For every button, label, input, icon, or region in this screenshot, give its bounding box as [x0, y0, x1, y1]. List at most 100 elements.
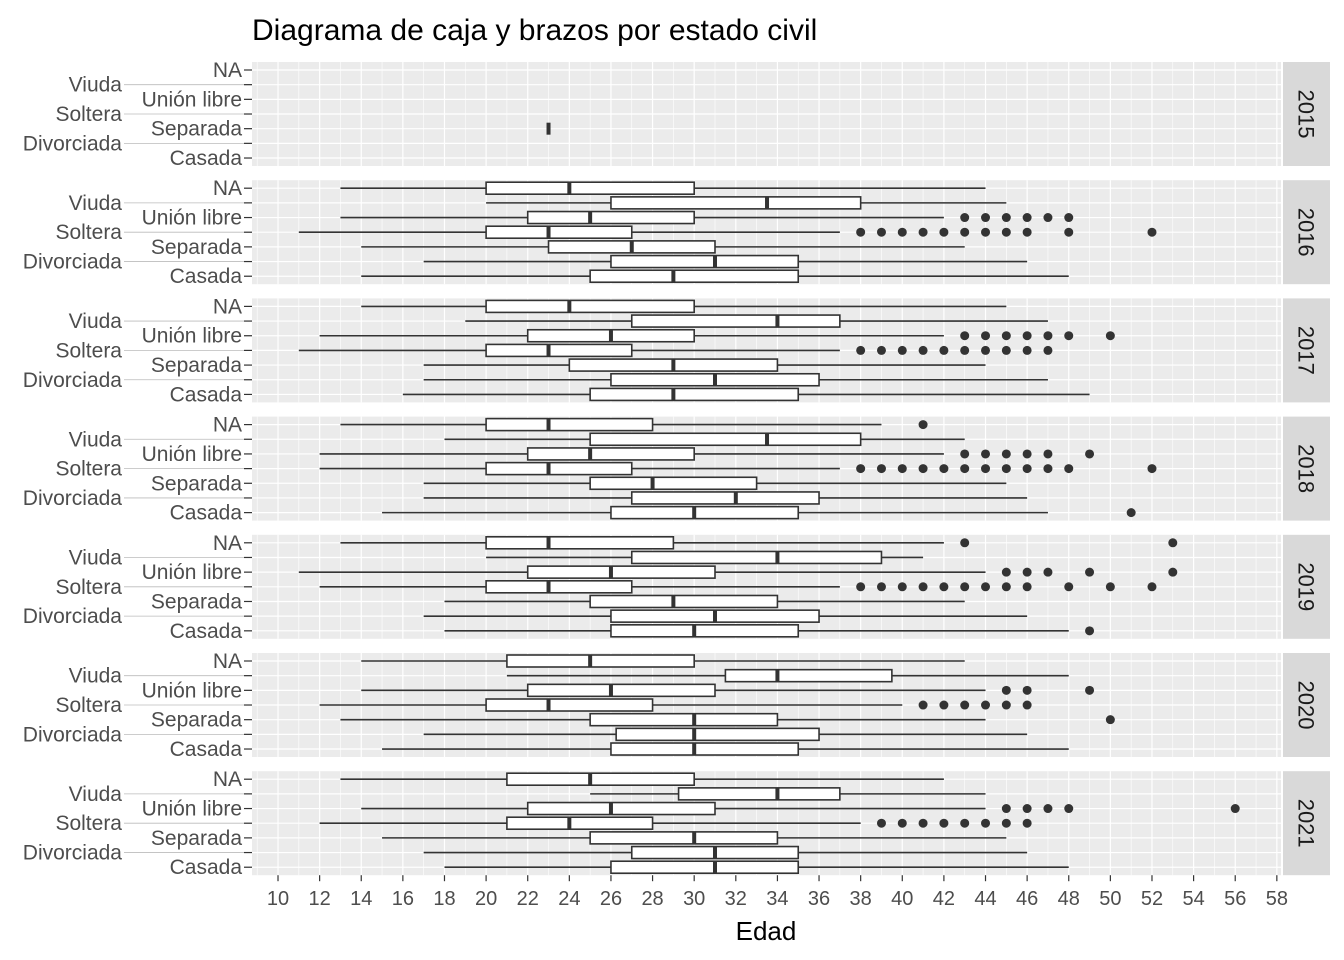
outlier-point	[1064, 582, 1074, 592]
box-casada	[361, 269, 1069, 284]
box-iqr	[485, 580, 633, 594]
facet-panel-2019: NA Viuda Unión libre Soltera Separada Divorci…	[23, 532, 1330, 643]
box-iqr	[610, 505, 800, 520]
outlier-point	[897, 818, 907, 828]
facet-strip	[1283, 534, 1330, 639]
box-iqr	[677, 787, 841, 801]
box-iqr	[526, 447, 695, 461]
box-unión-libre	[340, 210, 1074, 225]
y-tick-label: Separada	[151, 118, 242, 141]
facet-strip	[1283, 62, 1330, 166]
outlier-point	[1064, 213, 1074, 223]
outlier-point	[1064, 227, 1074, 237]
outlier-point	[1022, 582, 1032, 592]
y-tick-label: Casada	[170, 856, 243, 879]
box-casada	[402, 387, 1090, 402]
y-tick-label: Soltera	[55, 576, 122, 599]
box-divorciada	[423, 845, 1028, 860]
outlier-point	[1001, 213, 1011, 223]
y-tick-label: NA	[213, 650, 242, 673]
outlier-point	[1085, 567, 1095, 577]
box-iqr	[589, 269, 800, 284]
box-iqr	[526, 801, 716, 816]
box-unión-libre	[361, 801, 1240, 816]
x-tick-label: 16	[392, 888, 414, 910]
y-tick-label: NA	[213, 59, 242, 82]
facet-panel-2021: NA Viuda Unión libre Soltera Separada Divorci…	[23, 768, 1330, 879]
outlier-point	[960, 818, 970, 828]
box-unión-libre	[319, 328, 1115, 343]
outlier-point	[918, 420, 928, 430]
facet-strip-label: 2017	[1294, 326, 1319, 375]
y-tick-label: Viuda	[69, 310, 123, 333]
box-iqr	[506, 772, 695, 787]
y-tick-label: Viuda	[69, 783, 123, 806]
outlier-point	[939, 464, 949, 474]
y-tick-label: NA	[213, 414, 242, 437]
box-iqr	[485, 698, 654, 712]
outlier-point	[1001, 567, 1011, 577]
outlier-point	[1022, 213, 1032, 223]
outlier-point	[1022, 464, 1032, 474]
box-iqr	[630, 314, 841, 328]
box-soltera	[298, 225, 1157, 240]
x-tick-label: 14	[350, 888, 372, 910]
box-iqr	[589, 476, 758, 491]
box-iqr	[630, 491, 820, 505]
outlier-point	[960, 331, 970, 341]
box-iqr	[485, 535, 675, 550]
box-na	[340, 181, 986, 195]
outlier-point	[1085, 449, 1095, 459]
box-viuda	[506, 668, 1069, 683]
box-casada	[444, 624, 1095, 638]
y-tick-label: Casada	[170, 383, 243, 406]
outlier-point	[981, 331, 991, 341]
outlier-point	[981, 818, 991, 828]
y-tick-label: Soltera	[55, 103, 122, 126]
outlier-point	[856, 582, 866, 592]
box-iqr	[610, 196, 862, 210]
box-unión-libre	[361, 683, 1095, 698]
outlier-point	[1001, 331, 1011, 341]
y-tick-label: NA	[213, 295, 242, 318]
outlier-point	[856, 227, 866, 237]
box-divorciada	[423, 372, 1048, 387]
box-viuda	[590, 787, 986, 801]
outlier-point	[939, 345, 949, 355]
outlier-point	[1001, 804, 1011, 814]
outlier-point	[1022, 818, 1032, 828]
facet-strip	[1283, 416, 1330, 521]
outlier-point	[981, 464, 991, 474]
box-na	[361, 299, 1007, 314]
box-iqr	[485, 461, 633, 476]
outlier-point	[1001, 582, 1011, 592]
x-tick-label: 52	[1141, 888, 1163, 910]
outlier-point	[1022, 567, 1032, 577]
x-tick-label: 36	[808, 888, 830, 910]
y-tick-label: Soltera	[55, 339, 122, 362]
outlier-point	[1147, 227, 1157, 237]
outlier-point	[1043, 449, 1053, 459]
outlier-point	[939, 700, 949, 710]
outlier-point	[960, 449, 970, 459]
y-tick-label: Unión libre	[142, 798, 242, 821]
x-tick-label: 50	[1099, 888, 1121, 910]
box-viuda	[486, 196, 1007, 210]
y-tick-label: Divorciada	[23, 842, 123, 865]
box-soltera	[319, 816, 1032, 831]
box-separada	[444, 594, 965, 609]
outlier-point	[1043, 464, 1053, 474]
outlier-point	[1168, 567, 1178, 577]
box-iqr	[610, 860, 800, 875]
outlier-point	[1001, 700, 1011, 710]
facet-strip	[1283, 180, 1330, 285]
outlier-point	[981, 227, 991, 237]
y-tick-label: Unión libre	[142, 561, 242, 584]
box-iqr	[589, 594, 779, 609]
box-iqr	[610, 624, 800, 638]
outlier-point	[1043, 213, 1053, 223]
outlier-point	[1168, 538, 1178, 548]
outlier-point	[1022, 804, 1032, 814]
outlier-point	[1001, 227, 1011, 237]
x-tick-label: 26	[600, 888, 622, 910]
